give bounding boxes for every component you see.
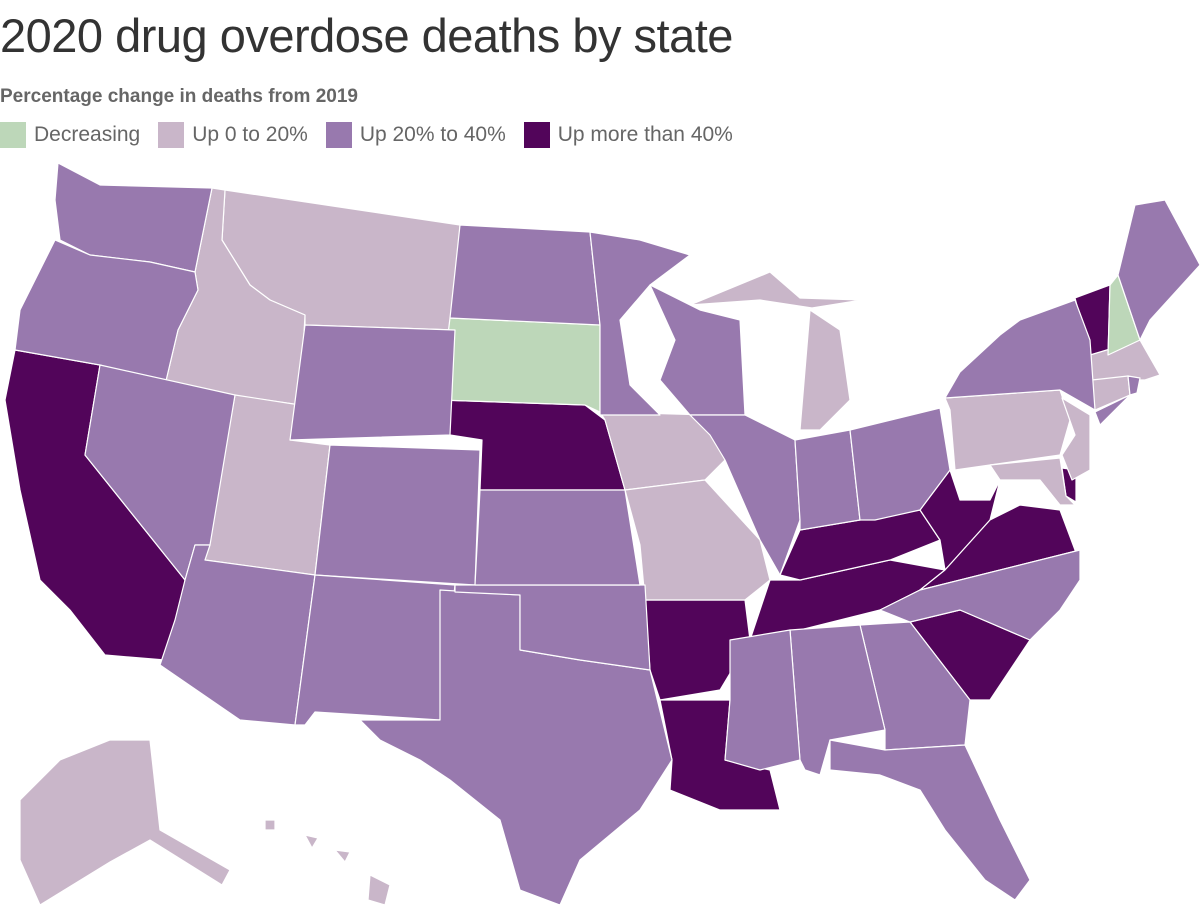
state-nd [449, 224, 601, 326]
legend-label: Up more than 40% [557, 123, 733, 146]
state-ok [454, 584, 651, 671]
state-nm [294, 574, 456, 726]
state-hi [367, 874, 391, 906]
legend-swatch [0, 122, 26, 148]
legend-swatch [523, 122, 550, 148]
legend: Decreasing Up 0 to 20% Up 20% to 40% Up … [0, 122, 733, 148]
state-ms [724, 629, 801, 771]
legend-swatch [158, 122, 185, 148]
state-mo [624, 479, 771, 601]
state-co [314, 444, 481, 586]
state-nc [879, 549, 1081, 641]
state-ri [1127, 375, 1141, 396]
state-hi [304, 834, 319, 849]
map-subtitle: Percentage change in deaths from 2019 [0, 86, 358, 107]
legend-label: Decreasing [34, 123, 141, 146]
state-hi [334, 849, 351, 863]
state-ak [19, 739, 231, 906]
state-hi [264, 819, 276, 831]
state-ny [1094, 394, 1131, 426]
state-ks [474, 489, 641, 586]
legend-item-up-0-20: Up 0 to 20% [158, 122, 308, 148]
legend-label: Up 20% to 40% [359, 123, 506, 146]
state-or [14, 239, 199, 386]
state-ny [944, 299, 1096, 411]
legend-label: Up 0 to 20% [192, 123, 308, 146]
legend-item-up-40-plus: Up more than 40% [523, 122, 733, 148]
state-nj [1061, 397, 1091, 481]
legend-item-decreasing: Decreasing [0, 122, 140, 148]
legend-item-up-20-40: Up 20% to 40% [325, 122, 506, 148]
state-mn [589, 231, 691, 416]
page-title: 2020 drug overdose deaths by state [0, 9, 733, 62]
state-oh [849, 407, 951, 521]
state-me [1117, 199, 1200, 341]
state-md [989, 457, 1076, 506]
state-fl [829, 739, 1031, 901]
state-in [794, 429, 861, 531]
state-mi [799, 309, 851, 431]
legend-swatch [325, 122, 352, 148]
state-al [789, 624, 886, 776]
state-wy [289, 324, 456, 441]
state-mi [689, 271, 863, 309]
state-pa [944, 389, 1071, 471]
state-sd [439, 317, 601, 413]
state-il [689, 414, 801, 576]
